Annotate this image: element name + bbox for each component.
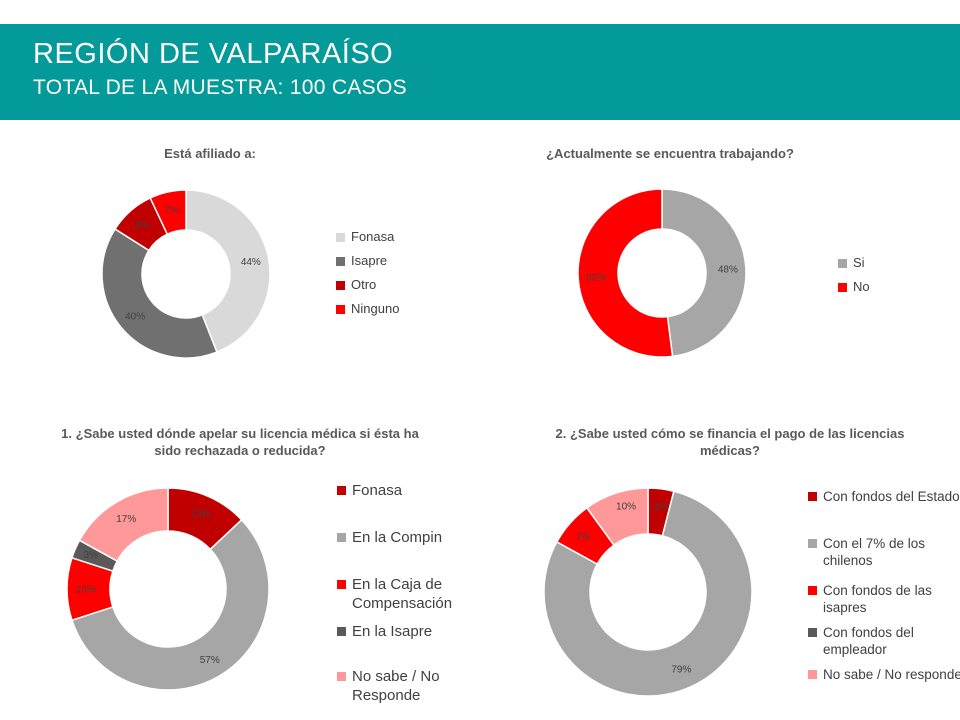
legend-label: Fonasa bbox=[352, 482, 403, 499]
data-label: 48% bbox=[718, 264, 738, 275]
legend-swatch bbox=[808, 628, 817, 637]
legend-label: Isapre bbox=[351, 253, 388, 268]
slice-en-la-compin bbox=[70, 518, 270, 691]
legend-item: Ninguno bbox=[336, 302, 399, 316]
legend-item: Otro bbox=[336, 278, 376, 292]
legend-item: Con el 7% de los chilenos bbox=[808, 535, 960, 569]
data-label: 13% bbox=[191, 509, 211, 520]
legend-item: Fonasa bbox=[336, 230, 394, 244]
data-label: 10% bbox=[616, 502, 636, 513]
data-label: 3% bbox=[84, 550, 99, 561]
chart-3-title: 1. ¿Sabe usted dónde apelar su licencia … bbox=[61, 426, 419, 458]
data-label: 9% bbox=[135, 220, 150, 231]
legend-swatch bbox=[336, 281, 345, 290]
page-title: REGIÓN DE VALPARAÍSO bbox=[33, 38, 394, 70]
legend-item: No bbox=[838, 280, 870, 294]
legend-label: En la Caja de Compensación bbox=[352, 576, 453, 612]
slice-con-el-7-de-los-chilenos bbox=[543, 490, 753, 697]
legend-swatch bbox=[808, 539, 817, 548]
legend-item: Con fondos del Estado bbox=[808, 488, 960, 505]
legend-swatch bbox=[336, 233, 345, 242]
data-label: 44% bbox=[241, 257, 261, 268]
data-label: 52% bbox=[586, 273, 606, 284]
slice-si bbox=[661, 188, 747, 358]
legend-swatch bbox=[337, 533, 346, 542]
legend-item: Con fondos de las isapres bbox=[808, 582, 960, 616]
chart-4-title: 2. ¿Sabe usted cómo se financia el pago … bbox=[555, 426, 905, 458]
header-banner: REGIÓN DE VALPARAÍSO TOTAL DE LA MUESTRA… bbox=[0, 24, 960, 120]
legend-label: Fonasa bbox=[351, 229, 395, 244]
data-label: 10% bbox=[76, 585, 96, 596]
legend-swatch bbox=[808, 670, 817, 679]
legend-label: Con el 7% de los chilenos bbox=[823, 536, 926, 568]
legend-item: En la Isapre bbox=[337, 622, 482, 641]
slice-fonasa bbox=[185, 189, 271, 354]
legend-item: En la Caja de Compensación bbox=[337, 575, 482, 613]
legend-item: No sabe / No responde bbox=[808, 666, 960, 683]
legend-swatch bbox=[337, 486, 346, 495]
slice-no-sabe-no-responde bbox=[585, 487, 649, 547]
legend-item: En la Compin bbox=[337, 528, 482, 547]
legend-item: Con fondos del empleador bbox=[808, 624, 960, 658]
slice-no bbox=[577, 188, 674, 358]
legend-label: Con fondos del empleador bbox=[823, 625, 914, 657]
page-subtitle: TOTAL DE LA MUESTRA: 100 CASOS bbox=[33, 76, 407, 99]
slice-isapre bbox=[101, 227, 218, 359]
legend-swatch bbox=[337, 672, 346, 681]
slice-ninguno bbox=[149, 189, 187, 236]
data-label: 40% bbox=[125, 312, 145, 323]
data-label: 4% bbox=[653, 502, 668, 513]
legend-item: Isapre bbox=[336, 254, 387, 268]
legend-swatch bbox=[337, 627, 346, 636]
legend-label: En la Compin bbox=[352, 529, 443, 546]
legend-label: No sabe / No Responde bbox=[352, 668, 440, 704]
legend-label: Otro bbox=[351, 277, 377, 292]
legend-swatch bbox=[336, 257, 345, 266]
chart-1-title: Está afiliado a: bbox=[164, 146, 256, 161]
legend-swatch bbox=[808, 492, 817, 501]
data-label: 79% bbox=[671, 665, 691, 676]
legend-label: Ninguno bbox=[351, 301, 400, 316]
data-label: 7% bbox=[576, 532, 591, 543]
data-label: 7% bbox=[164, 205, 179, 216]
legend-swatch bbox=[838, 259, 847, 268]
data-label: 57% bbox=[200, 655, 220, 666]
legend-swatch bbox=[838, 283, 847, 292]
legend-label: En la Isapre bbox=[352, 623, 433, 640]
legend-label: Si bbox=[853, 255, 865, 270]
legend-item: Si bbox=[838, 256, 865, 270]
data-label: 17% bbox=[116, 514, 136, 525]
legend-label: No bbox=[853, 279, 870, 294]
legend-swatch bbox=[336, 305, 345, 314]
legend-item: No sabe / No Responde bbox=[337, 667, 482, 705]
slice-no-sabe-no-responde bbox=[78, 487, 169, 563]
legend-swatch bbox=[337, 580, 346, 589]
legend-label: Con fondos de las isapres bbox=[823, 583, 932, 615]
legend-item: Fonasa bbox=[337, 481, 482, 500]
legend-label: No sabe / No responde bbox=[823, 667, 960, 682]
legend-label: Con fondos del Estado bbox=[823, 489, 960, 504]
legend-swatch bbox=[808, 586, 817, 595]
chart-2-title: ¿Actualmente se encuentra trabajando? bbox=[546, 146, 794, 161]
